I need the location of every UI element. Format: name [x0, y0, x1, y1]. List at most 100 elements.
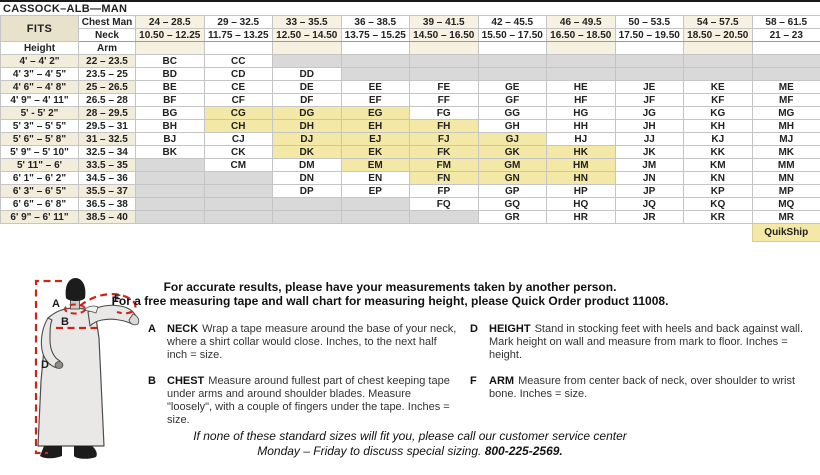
header-filler-cell: [614, 41, 684, 55]
cassock-body: [37, 307, 105, 447]
neck-range-cell: 16.50 – 18.50: [546, 28, 616, 42]
height-range-cell: 5' - 5' 2": [0, 106, 79, 120]
size-code-cell: [203, 184, 273, 198]
size-code-cell: [409, 210, 479, 224]
size-code-cell: ME: [751, 80, 820, 94]
size-code-cell: GK: [477, 145, 547, 159]
size-code-cell: CJ: [203, 132, 273, 146]
size-code-cell: MJ: [751, 132, 820, 146]
size-code-cell: DJ: [272, 132, 342, 146]
size-code-cell: KH: [683, 119, 753, 133]
chest-range-cell: 39 – 41.5: [409, 15, 479, 29]
head: [65, 278, 86, 301]
sleeve-fold: [83, 305, 99, 314]
size-code-cell: HH: [546, 119, 616, 133]
size-code-cell: JQ: [614, 197, 684, 211]
chest-range-cell: 24 – 28.5: [135, 15, 205, 29]
size-code-cell: DE: [272, 80, 342, 94]
size-row: 5' - 5' 2" 28 – 29.5 BG CG DG EG FG GG HG JG KG MG: [0, 106, 820, 120]
instruction-key: B: [148, 375, 156, 387]
size-code-cell: [340, 210, 410, 224]
chest-range-cell: 46 – 49.5: [546, 15, 616, 29]
size-code-cell: [477, 54, 547, 68]
size-code-cell: FG: [409, 106, 479, 120]
size-code-cell: HN: [546, 171, 616, 185]
size-code-cell: KE: [683, 80, 753, 94]
arm-range-cell: 28 – 29.5: [78, 106, 136, 120]
chest-man-label: Chest Man: [78, 15, 136, 29]
chest-header-row: FITS Chest Man 24 – 28.5 29 – 32.5 33 – 35…: [0, 15, 820, 42]
height-range-cell: 6' 3" – 6' 5": [0, 184, 79, 198]
size-code-cell: HP: [546, 184, 616, 198]
left-hand: [54, 361, 64, 369]
size-row: 5' 6" – 5' 8" 31 – 32.5 BJ CJ DJ EJ FJ GJ HJ JJ KJ…: [0, 132, 820, 146]
size-code-cell: GH: [477, 119, 547, 133]
size-code-cell: [135, 210, 205, 224]
page-title: CASSOCK–ALB—MAN: [0, 0, 820, 15]
size-code-cell: KM: [683, 158, 753, 172]
quickship-row: QuikShip: [0, 223, 820, 242]
height-range-cell: 6' 1" – 6' 2": [0, 171, 79, 185]
chest-range-cell: 29 – 32.5: [203, 15, 273, 29]
instruction-item-arm: F ARM Measure from center back of neck, ov…: [470, 375, 820, 401]
size-code-cell: DM: [272, 158, 342, 172]
size-code-cell: [203, 210, 273, 224]
size-code-cell: JJ: [614, 132, 684, 146]
size-row: 6' 9" – 6' 11" 38.5 – 40 GR HR JR KR MR: [0, 210, 820, 224]
size-code-cell: CG: [203, 106, 273, 120]
size-code-cell: KF: [683, 93, 753, 107]
instructions-left-column: A NECK Wrap a tape measure around the base…: [148, 323, 458, 427]
size-code-cell: [751, 54, 820, 68]
size-code-cell: DG: [272, 106, 342, 120]
height-range-cell: 4' 3" – 4' 5": [0, 67, 79, 81]
size-row: 4' 3" – 4' 5" 23.5 – 25 BD CD DD: [0, 67, 820, 81]
size-code-cell: EN: [340, 171, 410, 185]
customer-service-phone: 800-225-2569.: [484, 444, 563, 458]
size-row: 5' 11" – 6' 33.5 – 35 CM DM EM FM GM HM JM KM MM: [0, 158, 820, 172]
size-code-cell: JM: [614, 158, 684, 172]
size-code-cell: KR: [683, 210, 753, 224]
instruction-description: Stand in stocking feet with heels and ba…: [489, 323, 803, 361]
size-code-cell: EH: [340, 119, 410, 133]
arm-range-cell: 36.5 – 38: [78, 197, 136, 211]
neck-range-cell: 13.75 – 15.25: [340, 28, 410, 42]
right-hand: [128, 313, 140, 326]
chest-range-cell: 33 – 35.5: [272, 15, 342, 29]
left-shoe: [40, 446, 62, 459]
size-code-cell: FM: [409, 158, 479, 172]
size-row: 6' 1" – 6' 2" 34.5 – 36 DN EN FN GN HN JN KN MN: [0, 171, 820, 185]
size-code-cell: [272, 54, 342, 68]
arm-range-cell: 31 – 32.5: [78, 132, 136, 146]
left-arm: [40, 317, 61, 369]
neck-range-cell: 10.50 – 12.25: [135, 28, 205, 42]
size-code-cell: MM: [751, 158, 820, 172]
size-code-cell: BC: [135, 54, 205, 68]
size-code-cell: [135, 171, 205, 185]
size-code-cell: MQ: [751, 197, 820, 211]
neck-range-cell: 11.75 – 13.25: [203, 28, 273, 42]
size-code-cell: EP: [340, 184, 410, 198]
fits-label: FITS: [0, 15, 79, 42]
instruction-term: NECK: [167, 323, 199, 335]
chest-range-cell: 58 – 61.5: [751, 15, 820, 29]
size-code-cell: GG: [477, 106, 547, 120]
size-code-cell: GR: [477, 210, 547, 224]
size-code-cell: MN: [751, 171, 820, 185]
right-shoe: [74, 446, 97, 459]
size-code-cell: [272, 210, 342, 224]
size-code-cell: [409, 54, 479, 68]
size-code-cell: GQ: [477, 197, 547, 211]
size-code-cell: CK: [203, 145, 273, 159]
header-filler-cell: [477, 41, 547, 55]
header-filler-cell: [683, 41, 753, 55]
arm-range-cell: 25 – 26.5: [78, 80, 136, 94]
size-code-cell: JP: [614, 184, 684, 198]
instruction-term: ARM: [489, 375, 515, 387]
height-range-cell: 4' 9" – 4' 11": [0, 93, 79, 107]
size-code-cell: BD: [135, 67, 205, 81]
figure-label-height: D: [41, 359, 49, 371]
size-code-cell: CH: [203, 119, 273, 133]
size-code-cell: JF: [614, 93, 684, 107]
chest-range-cell: 50 – 53.5: [614, 15, 684, 29]
footer-line-2: Monday – Friday to discuss special sizin…: [0, 444, 820, 459]
